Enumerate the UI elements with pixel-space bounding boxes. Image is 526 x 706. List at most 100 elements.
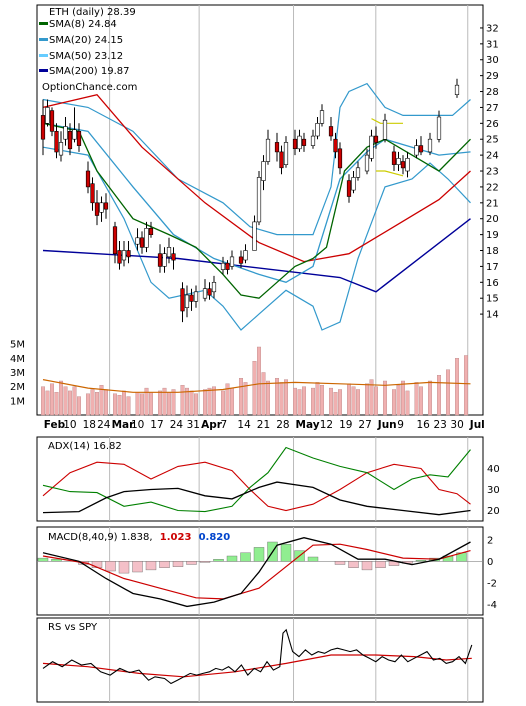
price-candle	[112, 221, 118, 264]
macd-hist-value: 0.820	[199, 532, 231, 543]
candle-body	[121, 250, 127, 261]
candle-body	[414, 145, 419, 156]
sma20-line	[42, 122, 471, 284]
price-candle	[292, 129, 298, 156]
candle-body	[112, 226, 118, 254]
x-axis-label: 23	[434, 419, 447, 431]
price-candle	[436, 110, 442, 143]
volume-bar	[437, 375, 442, 416]
indicator-lines	[42, 82, 471, 393]
x-axis-label: 18	[83, 419, 96, 431]
price-candle	[396, 151, 401, 171]
candle-body	[319, 110, 325, 124]
volume-average-line	[42, 379, 471, 393]
volume-bar	[338, 389, 343, 416]
macd-tick-label: 2	[487, 535, 493, 546]
candle-body	[67, 131, 73, 150]
volume-bar	[383, 380, 388, 416]
price-candles	[40, 78, 460, 323]
volume-bar	[315, 382, 320, 416]
price-candle	[171, 247, 176, 270]
x-axis-label: 16	[417, 419, 431, 431]
price-tick-label: 22	[486, 182, 499, 193]
price-candle	[121, 241, 127, 267]
candle-body	[189, 294, 194, 302]
candle-body	[229, 256, 235, 267]
price-candle	[157, 244, 163, 273]
candle-body	[220, 262, 226, 270]
price-candle	[117, 241, 122, 270]
x-axis-label: Jun	[377, 419, 397, 431]
adx-panel-title: ADX(14) 16.82	[48, 441, 122, 452]
rs-average-line	[42, 654, 472, 678]
candle-body	[211, 281, 217, 293]
legend-swatch-sma20	[39, 38, 48, 41]
price-tick-label: 19	[486, 230, 499, 241]
candle-body	[180, 288, 185, 312]
adx-tick-label: 30	[487, 485, 500, 496]
price-candle	[364, 148, 370, 175]
candle-body	[373, 135, 379, 143]
volume-bar	[464, 355, 469, 416]
price-candle	[418, 136, 424, 156]
volume-bar	[396, 385, 401, 416]
volume-bar	[117, 395, 122, 416]
volume-bar	[189, 390, 194, 416]
volume-bar	[333, 392, 338, 416]
vertical-gridlines	[109, 5, 469, 702]
legend-sma50: SMA(50) 23.12	[49, 51, 123, 62]
keltner-lower-band	[376, 170, 404, 177]
bollinger-upper-band	[42, 82, 471, 236]
price-candle	[139, 231, 145, 254]
macd-panel-title-prefix: MACD(8,40,9) 1.838, 1.023 0.820	[48, 532, 230, 543]
volume-bar	[90, 389, 95, 416]
price-candle	[405, 151, 410, 178]
macd-histogram-bar	[307, 556, 319, 562]
price-candle	[346, 174, 352, 203]
macd-histogram-bar	[118, 561, 130, 574]
volume-bar	[414, 382, 419, 416]
candle-body	[166, 247, 172, 258]
price-candle	[256, 171, 262, 226]
candle-body	[261, 161, 266, 181]
x-axis-label: 12	[320, 419, 333, 431]
volume-bar	[85, 393, 90, 416]
price-tick-label: 32	[486, 23, 499, 34]
legend-swatch-sma8	[39, 22, 48, 25]
volume-bar	[257, 346, 262, 416]
legend-swatch-sma50	[39, 54, 48, 57]
candle-body	[171, 253, 176, 261]
price-tick-label: 31	[486, 39, 499, 50]
volume-bar	[428, 380, 433, 416]
price-candle	[319, 104, 325, 127]
x-axis-label: Jul	[469, 419, 485, 431]
macd-histogram-bar	[186, 561, 197, 565]
price-candle	[261, 155, 266, 191]
volume-bar	[139, 393, 144, 416]
price-candle	[283, 136, 289, 168]
volume-bar	[238, 378, 243, 416]
candle-body	[405, 158, 410, 172]
price-candle	[382, 113, 388, 143]
volume-bar	[94, 392, 99, 416]
price-candle	[207, 282, 212, 300]
volume-bar	[166, 392, 171, 416]
candle-body	[382, 119, 388, 140]
price-candle	[400, 155, 406, 175]
price-tick-label: 21	[486, 198, 499, 209]
price-candle	[391, 145, 397, 171]
volume-bar	[184, 387, 189, 416]
candle-body	[297, 135, 302, 150]
candle-body	[454, 84, 460, 95]
x-axis-label: 24	[97, 419, 111, 431]
price-tick-label: 20	[486, 214, 499, 225]
price-candle	[243, 244, 248, 264]
macd-tick-label: 0	[487, 557, 493, 568]
candle-body	[301, 138, 307, 146]
candle-body	[99, 202, 104, 213]
price-candle	[337, 142, 343, 175]
candle-body	[396, 158, 401, 166]
price-candle	[144, 221, 149, 253]
